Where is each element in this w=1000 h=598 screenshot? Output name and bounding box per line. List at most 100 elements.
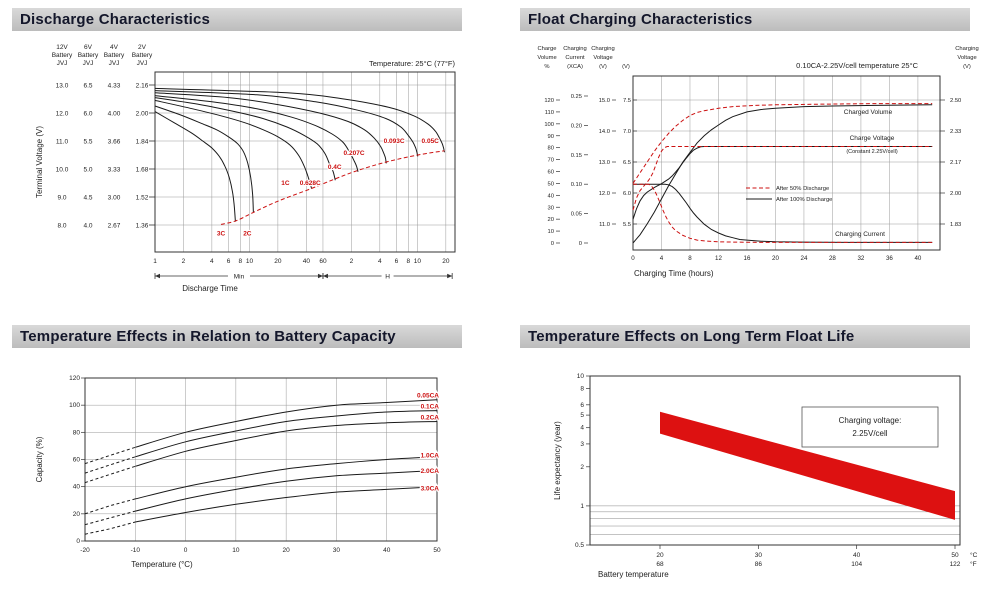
ytick-label: 3.33	[108, 166, 121, 173]
curve-label: 0.207C	[344, 150, 365, 157]
range-label-bg	[227, 271, 250, 281]
curve-charged-volume-50	[632, 103, 933, 184]
ytick-label: 6.0	[83, 110, 92, 117]
xtick-label: 12	[715, 255, 722, 262]
annotation-box	[801, 406, 939, 448]
ytick-label: 1.84	[136, 138, 149, 145]
range-label: Min	[234, 273, 245, 280]
ytick-label: 2.00	[136, 110, 149, 117]
curve-dashed-0.05CA	[84, 446, 136, 465]
xtick-label-fahrenheit: 68	[656, 561, 664, 568]
ytick-label: 5.5	[623, 222, 631, 228]
xtick-label: 10	[246, 258, 254, 265]
curve-2.0CA	[135, 469, 438, 512]
axis-header: (XCA)	[567, 64, 583, 70]
ytick-label: 60	[548, 170, 554, 176]
xtick-label: 0	[184, 547, 188, 554]
ytick-label: 0.15	[571, 153, 582, 159]
ytick-label: 2.16	[136, 82, 149, 89]
temperature-capacity-chart: 0 20 40 60 80 100 120 -20 -10 0 10 20 30 40 50 0.05CA 0.…	[35, 375, 441, 569]
curve-0.05CA	[135, 399, 438, 448]
curve-1C	[154, 99, 313, 189]
ytick-label: 2.50	[950, 98, 961, 104]
ytick-label: 13.0	[599, 160, 610, 166]
ytick-label: 7.5	[623, 98, 631, 104]
curve-label: 2C	[243, 231, 252, 238]
y-axis-title: Life expectancy (year)	[553, 421, 562, 500]
range-arrow-left	[322, 273, 328, 279]
range-arrow-right	[317, 273, 323, 279]
x-axis-title: Discharge Time	[182, 284, 238, 293]
ytick-label: 1.68	[136, 166, 149, 173]
x-axis-title: Temperature (°C)	[131, 560, 193, 569]
axis-header: 12V	[56, 44, 68, 51]
ytick-label: 1	[580, 503, 584, 510]
curve-dashed-0.2CA	[84, 465, 136, 484]
curve-dashed-0.1CA	[84, 456, 136, 474]
ytick-label: 5.5	[83, 138, 92, 145]
ytick-label: 8.0	[57, 222, 66, 229]
ytick-label: 14.0	[599, 129, 610, 135]
ytick-label: 11.0	[56, 138, 69, 145]
xtick-label: 10	[232, 547, 240, 554]
xtick-label: 40	[914, 255, 921, 262]
xtick-label-fahrenheit: 122	[950, 561, 961, 568]
curve-2C	[154, 105, 254, 213]
xtick-label: 36	[886, 255, 893, 262]
xtick-label: 0	[631, 255, 635, 262]
panel-title-bar-discharge: Discharge Characteristics	[12, 8, 462, 31]
ytick-label: 6.0	[623, 191, 631, 197]
ytick-label: 0.25	[571, 94, 582, 100]
ytick-label: 4.33	[108, 82, 121, 89]
ytick-label: 80	[73, 429, 81, 436]
curve-dashed-1.0CA	[84, 498, 136, 515]
panel-title-discharge: Discharge Characteristics	[20, 11, 211, 28]
curve-3.0CA	[135, 486, 438, 523]
xtick-label: 2	[182, 258, 186, 265]
ytick-label: 5.0	[83, 166, 92, 173]
panel-title-capacity: Temperature Effects in Relation to Batte…	[20, 328, 396, 345]
axis-header: JVJ	[137, 60, 148, 67]
ytick-label: 20	[548, 217, 554, 223]
ytick-label: 10.0	[56, 166, 69, 173]
curve-0.628C	[154, 97, 336, 181]
ytick-label: 2	[580, 464, 584, 471]
annotation-line2: 2.25V/cell	[852, 429, 887, 438]
range-label: H	[385, 273, 390, 280]
curve-0.05C	[154, 87, 445, 153]
range-label-bg	[381, 271, 394, 281]
curve-end-of-discharge	[220, 150, 445, 225]
ytick-label: 0.5	[575, 542, 584, 549]
ytick-label: 90	[548, 134, 554, 140]
xtick-label: 8	[688, 255, 692, 262]
axis-header: JVJ	[83, 60, 94, 67]
ytick-label: 0.05	[571, 212, 582, 218]
panel-title-bar-capacity: Temperature Effects in Relation to Batte…	[12, 325, 462, 348]
ytick-label: 5	[580, 412, 584, 419]
ytick-label: 70	[548, 158, 554, 164]
curve-0.093C	[154, 90, 419, 157]
ytick-label: 0	[551, 241, 554, 247]
xtick-label: 4	[660, 255, 664, 262]
axis-header: %	[544, 64, 549, 70]
ytick-label: 6.5	[83, 82, 92, 89]
axis-header: Battery	[78, 52, 99, 59]
curve-charged-volume-100	[632, 104, 933, 244]
curve-1.0CA	[135, 456, 438, 500]
curve-label: 0.05C	[422, 138, 440, 145]
x-axis-title: Charging Time (hours)	[634, 269, 714, 278]
curve-label: Charge Voltage	[850, 135, 895, 142]
axis-header: (V)	[599, 64, 607, 70]
ytick-label: 6.5	[623, 160, 631, 166]
panel-discharge: Discharge Characteristics 12V Battery JVJ 6…	[12, 8, 490, 298]
ytick-label: 3	[580, 441, 584, 448]
legend-label: After 100% Discharge	[776, 197, 832, 203]
ytick-label: 1.83	[950, 222, 961, 228]
xtick-label: 10	[414, 258, 422, 265]
xtick-label: 4	[378, 258, 382, 265]
xtick-label: 8	[238, 258, 242, 265]
axis-header: Battery	[104, 52, 125, 59]
range-arrow-left	[155, 273, 160, 279]
ytick-label: 40	[548, 193, 554, 199]
ytick-label: 60	[73, 457, 81, 464]
